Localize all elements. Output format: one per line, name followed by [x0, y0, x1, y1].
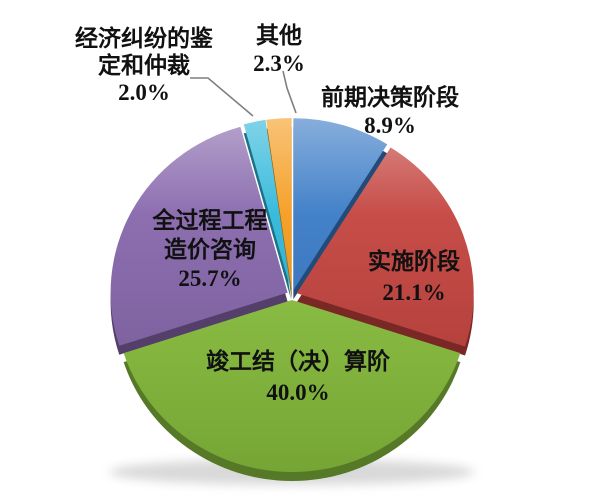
pie-slice-early-decision-stage [293, 118, 388, 291]
pie-slice-whole-process-cost-consulting [110, 126, 288, 346]
pie-slice-completion-settlement-stage [123, 300, 461, 472]
pie-slice-other [266, 118, 292, 291]
pie-slice-depth-economic-dispute-appraisal-arbitration [243, 128, 291, 300]
pie-slice-implementation-stage [296, 147, 474, 347]
leader-line-economic-dispute-appraisal-arbitration [190, 77, 254, 117]
leader-line-other [282, 70, 297, 114]
pie-slice-economic-dispute-appraisal-arbitration [243, 119, 291, 291]
